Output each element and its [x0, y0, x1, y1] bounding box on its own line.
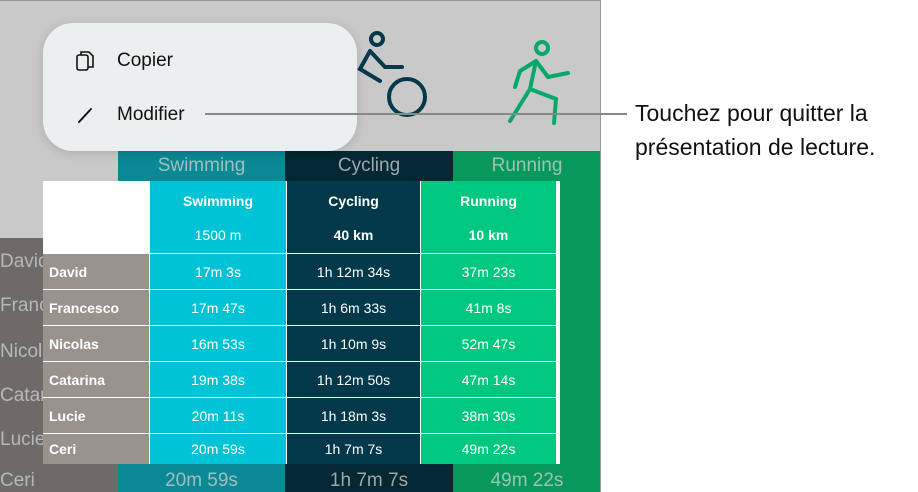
column-header: Cycling [287, 181, 420, 217]
row-name: Ceri [43, 434, 149, 464]
bg-cell: 49m 22s [490, 470, 564, 491]
cycling-icon [357, 31, 427, 117]
table-cell: 1h 7m 7s [287, 434, 420, 464]
table-cell: 17m 3s [150, 254, 286, 289]
row-name: Catarina [43, 362, 149, 397]
table-cell: 1h 6m 33s [287, 290, 420, 325]
table-cell: 17m 47s [150, 290, 286, 325]
table-cell: 16m 53s [150, 326, 286, 361]
presentation-slide[interactable]: Swimming Cycling Running David Francesco… [0, 0, 601, 492]
table-cell: 41m 8s [421, 290, 556, 325]
table-cell: 20m 11s [150, 398, 286, 433]
bg-name: Nicolas [0, 341, 43, 362]
column-header: Running [421, 181, 556, 217]
table-cell: 1h 18m 3s [287, 398, 420, 433]
bg-name: David [0, 251, 43, 272]
bg-cell: 20m 59s [165, 470, 238, 491]
running-icon [508, 40, 570, 125]
column-distance: 10 km [421, 217, 556, 253]
context-menu: Copier Modifier [43, 23, 357, 151]
bg-name: Catarina [0, 385, 43, 406]
menu-item-label: Modifier [117, 104, 185, 125]
row-name: Nicolas [43, 326, 149, 361]
table-corner-cell [43, 181, 149, 253]
column-header: Swimming [150, 181, 286, 217]
bg-header-running: Running [491, 155, 563, 176]
copy-icon [76, 51, 94, 71]
table-cell: 1h 12m 50s [287, 362, 420, 397]
row-name: David [43, 254, 149, 289]
table-cell: 49m 22s [421, 434, 556, 464]
column-distance: 1500 m [150, 217, 286, 253]
bg-cell: 1h 7m 7s [329, 470, 409, 491]
bg-header-swimming: Swimming [157, 155, 246, 176]
callout-text: Touchez pour quitter la présentation de … [635, 100, 876, 160]
results-table[interactable]: Swimming 1500 m Cycling 40 km Running 10 km Da… [43, 181, 560, 464]
table-cell: 20m 59s [150, 434, 286, 464]
bg-name: Lucie [0, 429, 43, 450]
pencil-icon [78, 108, 92, 123]
bg-name: Francesco [0, 295, 43, 316]
bg-name: Ceri [0, 470, 35, 491]
menu-item-edit[interactable]: Modifier [75, 103, 185, 127]
menu-item-copy[interactable]: Copier [75, 49, 173, 73]
table-cell: 37m 23s [421, 254, 556, 289]
column-distance: 40 km [287, 217, 420, 253]
table-cell: 19m 38s [150, 362, 286, 397]
table-cell: 52m 47s [421, 326, 556, 361]
table-cell: 47m 14s [421, 362, 556, 397]
menu-item-label: Copier [117, 50, 173, 71]
callout-line [205, 113, 627, 115]
row-name: Lucie [43, 398, 149, 433]
row-name: Francesco [43, 290, 149, 325]
table-cell: 1h 10m 9s [287, 326, 420, 361]
bg-header-cycling: Cycling [337, 155, 401, 176]
table-cell: 38m 30s [421, 398, 556, 433]
table-cell: 1h 12m 34s [287, 254, 420, 289]
